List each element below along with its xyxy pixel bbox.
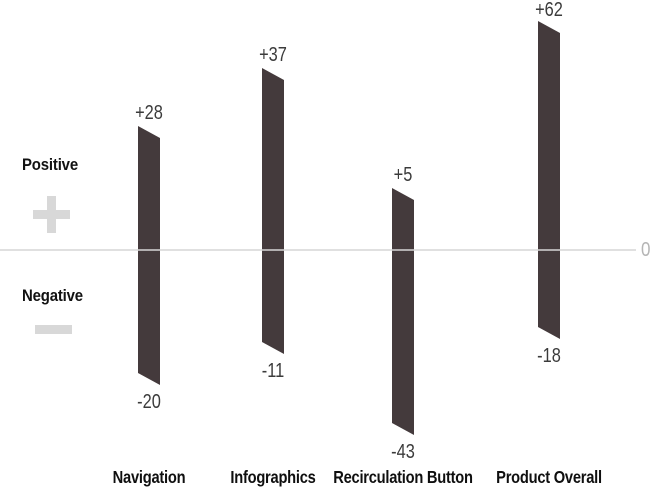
value-label-negative-navigation: -20 bbox=[137, 391, 161, 413]
zero-axis-label: 0 bbox=[641, 239, 651, 261]
range-bar-product-overall bbox=[538, 21, 560, 339]
value-label-negative-infographics: -11 bbox=[261, 360, 285, 382]
plus-icon bbox=[33, 196, 70, 233]
plus-icon-vertical-bar bbox=[47, 196, 56, 233]
value-label-positive-recirculation-button: +5 bbox=[393, 164, 413, 186]
value-label-positive-navigation: +28 bbox=[135, 102, 163, 124]
range-bar-infographics bbox=[262, 68, 284, 354]
value-label-negative-product-overall: -18 bbox=[537, 345, 561, 367]
negative-axis-label: Negative bbox=[22, 286, 83, 305]
category-label-infographics: Infographics bbox=[230, 467, 316, 487]
category-label-product-overall: Product Overall bbox=[496, 467, 602, 487]
value-label-negative-recirculation-button: -43 bbox=[391, 441, 415, 463]
range-bar-navigation bbox=[138, 126, 160, 385]
range-bar-recirculation-button bbox=[392, 188, 414, 435]
value-label-positive-product-overall: +62 bbox=[535, 0, 563, 21]
category-label-recirculation-button: Recirculation Button bbox=[333, 467, 473, 487]
category-label-navigation: Navigation bbox=[112, 467, 186, 487]
minus-icon bbox=[35, 325, 72, 334]
positive-axis-label: Positive bbox=[22, 155, 78, 174]
value-label-positive-infographics: +37 bbox=[259, 44, 287, 66]
